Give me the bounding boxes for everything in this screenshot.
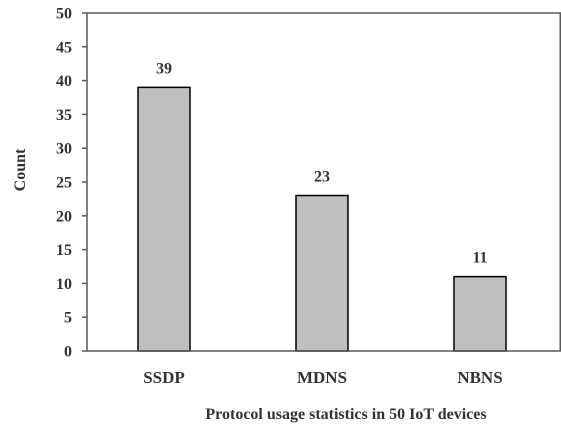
data-label-nbns: 11: [472, 250, 487, 267]
y-tick-label: 35: [56, 107, 72, 124]
bar-ssdp: [137, 86, 191, 352]
y-tick-label: 45: [56, 39, 72, 56]
y-tick-label: 15: [56, 242, 72, 259]
y-tick-label: 50: [56, 6, 72, 23]
category-label-nbns: NBNS: [457, 368, 502, 387]
y-tick-label: 20: [56, 208, 72, 225]
bar-nbns: [453, 275, 507, 352]
x-axis-title: Protocol usage statistics in 50 IoT devi…: [205, 406, 486, 423]
data-label-ssdp: 39: [156, 60, 172, 77]
category-label-mdns: MDNS: [297, 368, 347, 387]
y-axis-ticks: 0 5 10 15 20 25 30 35 40 45 50: [56, 6, 87, 361]
bars: [137, 86, 507, 352]
category-label-ssdp: SSDP: [143, 368, 185, 387]
y-tick-label: 25: [56, 175, 72, 192]
data-labels: 39 23 11: [156, 60, 488, 266]
bar-mdns: [295, 194, 349, 352]
y-tick-label: 10: [56, 276, 72, 293]
y-tick-label: 5: [64, 310, 72, 327]
data-label-mdns: 23: [314, 169, 330, 186]
y-tick-label: 40: [56, 73, 72, 90]
y-tick-label: 30: [56, 141, 72, 158]
y-tick-label: 0: [64, 344, 72, 361]
y-axis-title: Count: [12, 148, 29, 191]
x-axis-category-labels: SSDP MDNS NBNS: [143, 368, 502, 387]
